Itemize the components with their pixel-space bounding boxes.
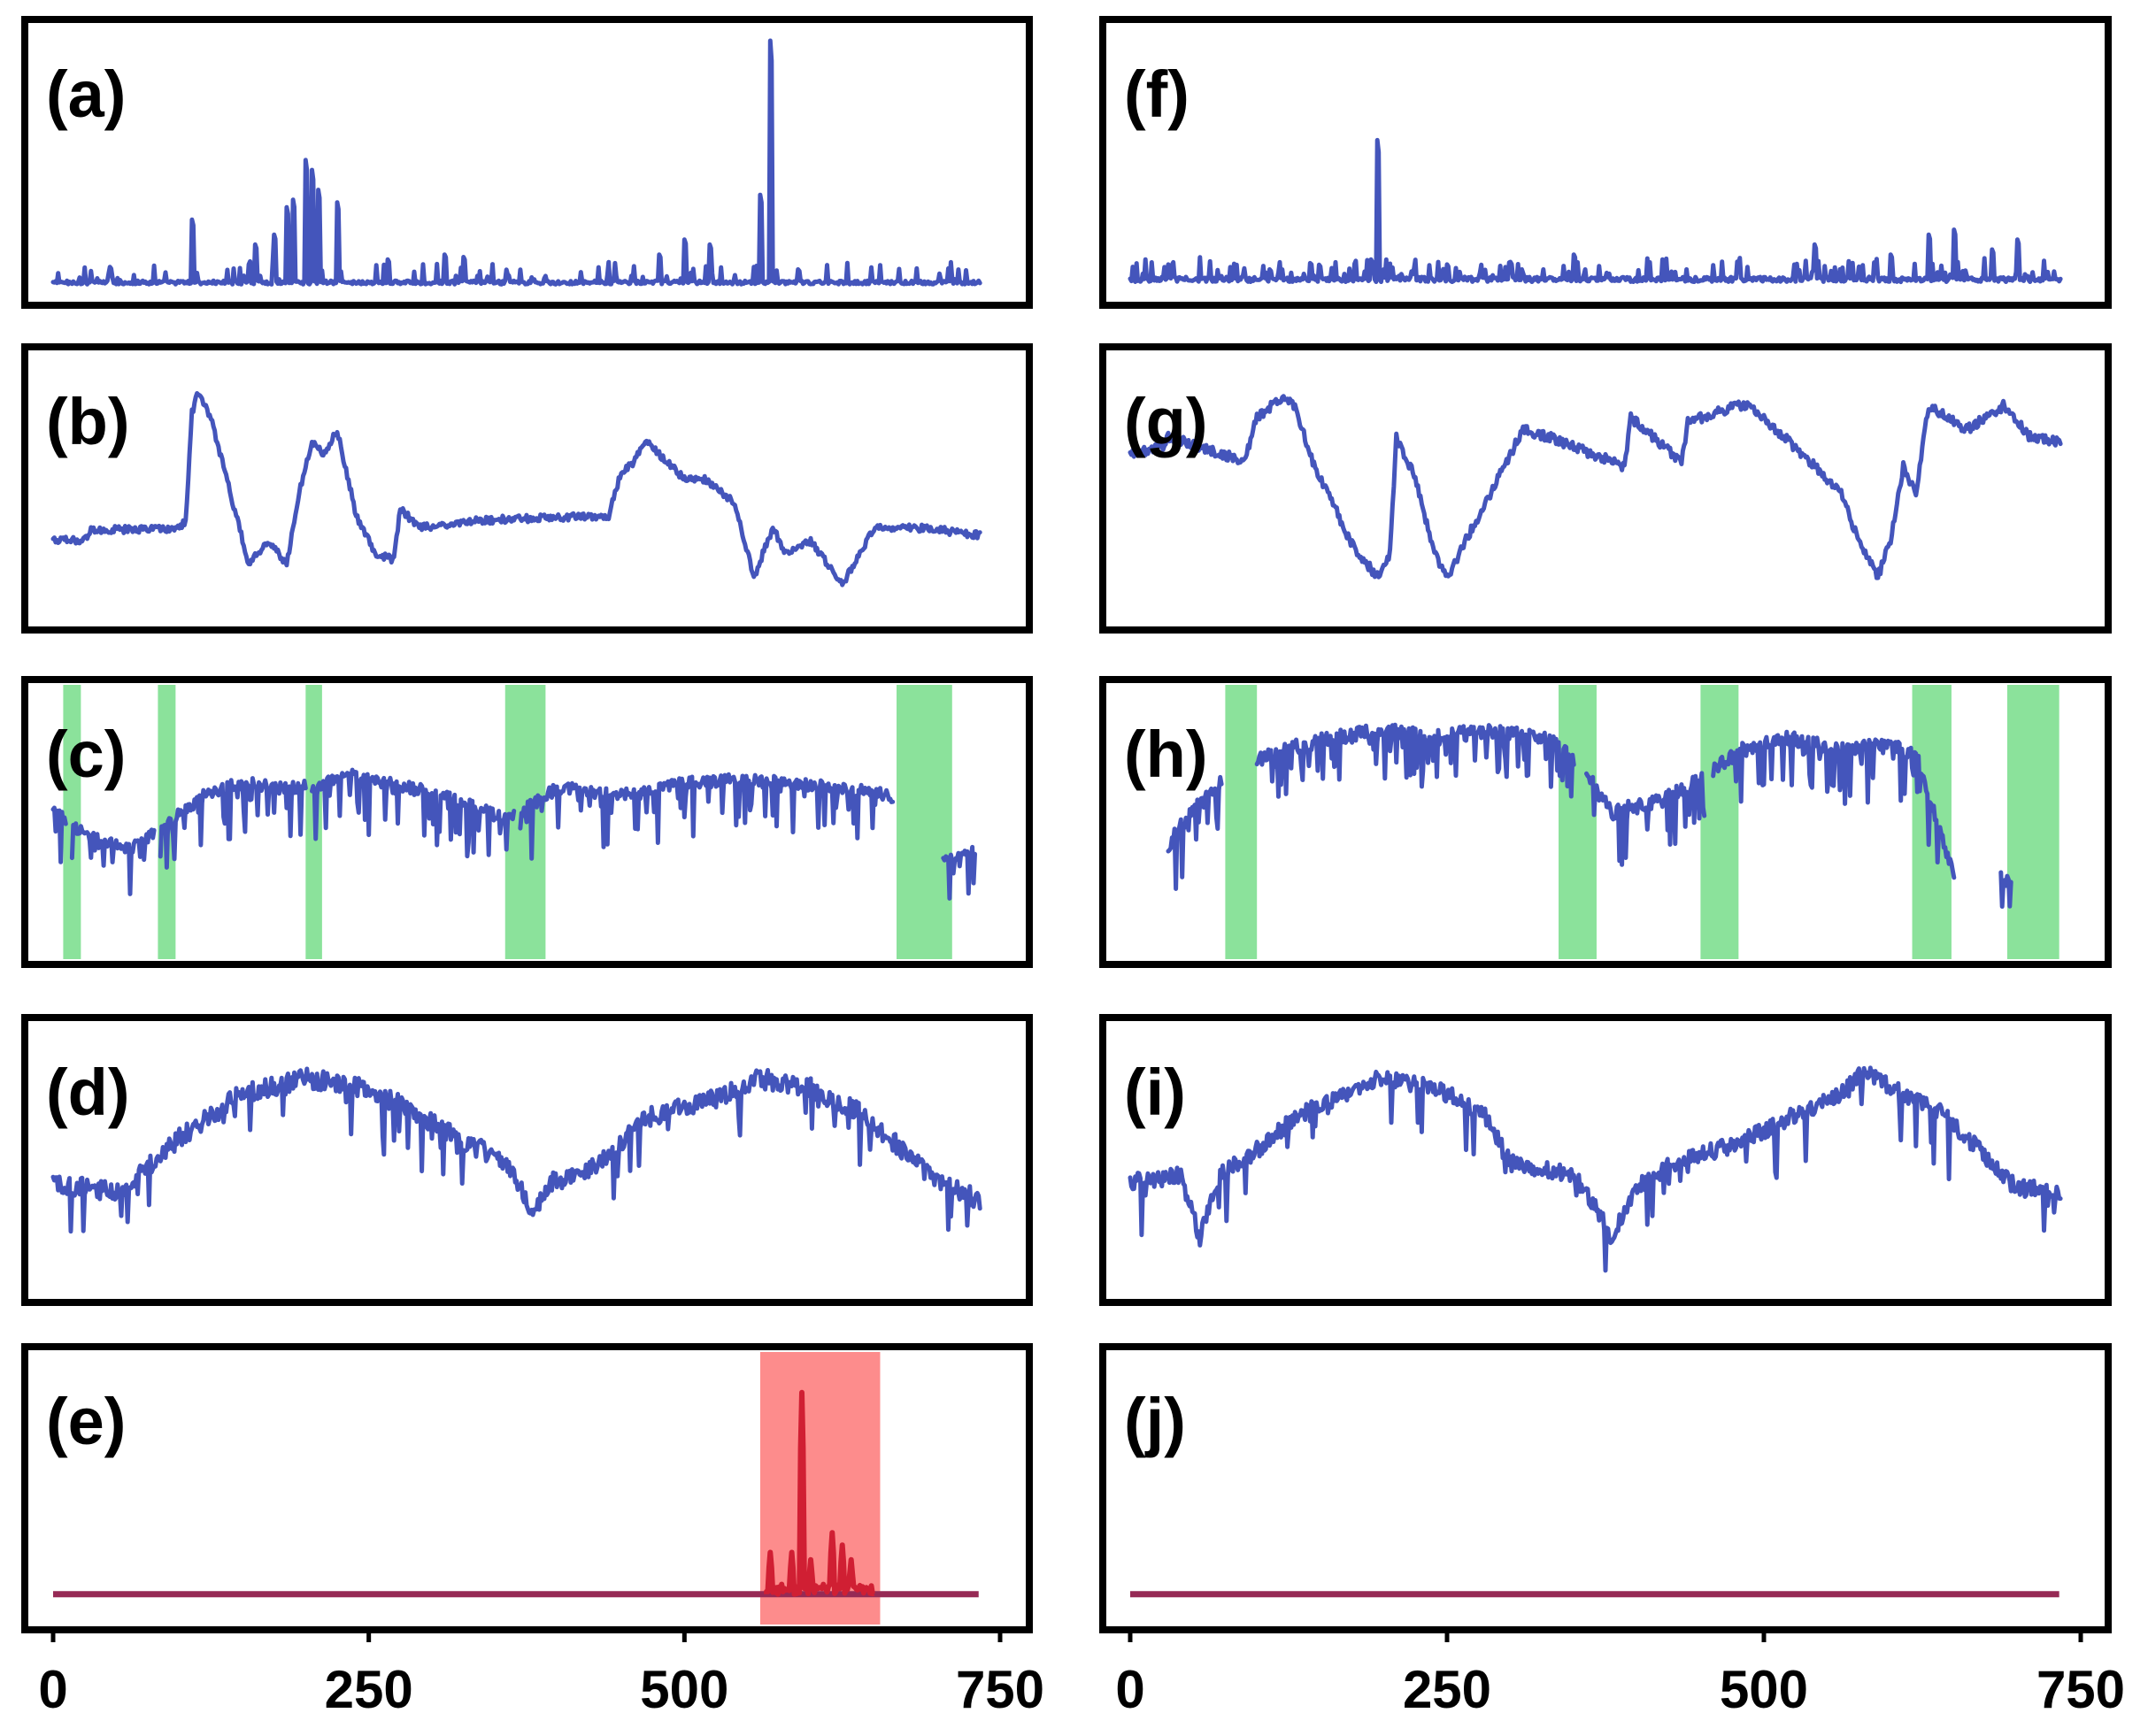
panel-frame [21, 1343, 1033, 1633]
missing-data-band [1912, 685, 1952, 959]
x-tick-label: 500 [640, 1660, 728, 1719]
x-axis-2: 0 250 500 750 [1115, 1630, 2125, 1719]
panel-e: (e) [21, 1343, 1033, 1633]
panel-f: (f) [1099, 16, 2112, 309]
panel-label: (a) [46, 58, 126, 131]
series-line [1128, 137, 2063, 285]
x-tick-label: 0 [1115, 1660, 1144, 1719]
anomaly-score-line [764, 1389, 875, 1597]
panel-d: (d) [21, 1014, 1033, 1306]
missing-data-band [1225, 685, 1258, 959]
series-line [1166, 722, 2013, 909]
x-tick-label: 500 [1720, 1660, 1808, 1719]
series-line [50, 767, 977, 901]
panel-frame [21, 16, 1033, 309]
missing-data-band [2006, 685, 2059, 959]
missing-data-band [897, 685, 952, 959]
panel-g: (g) [1099, 343, 2112, 634]
panel-frame [1099, 676, 2112, 968]
panel-label: (i) [1124, 1056, 1186, 1129]
x-tick-label: 750 [956, 1660, 1044, 1719]
panel-i: (i) [1099, 1014, 2112, 1306]
series-line [50, 38, 982, 287]
panel-frame [21, 1014, 1033, 1306]
missing-data-band [63, 685, 81, 959]
series-line [1128, 394, 2063, 580]
panel-h: (h) [1099, 676, 2112, 968]
panel-frame [1099, 1014, 2112, 1306]
panel-frame [21, 343, 1033, 634]
series-line [50, 1066, 982, 1234]
series-line [1128, 1065, 2063, 1273]
x-axis-1: 0 250 500 750 [38, 1630, 1044, 1719]
panel-frame [1099, 343, 2112, 634]
panel-a: (a) [21, 16, 1033, 309]
panel-label: (d) [46, 1056, 130, 1129]
anomaly-band [759, 1352, 881, 1625]
panel-label: (g) [1124, 385, 1208, 458]
panel-frame [1099, 1343, 2112, 1633]
panel-label: (e) [46, 1385, 126, 1458]
missing-data-band [1700, 685, 1739, 959]
panel-frame [21, 676, 1033, 968]
panel-c: (c) [21, 676, 1033, 968]
panel-label: (c) [46, 718, 126, 791]
panel-label: (j) [1124, 1385, 1186, 1458]
x-tick-label: 250 [325, 1660, 413, 1719]
panel-label: (f) [1124, 58, 1189, 131]
x-tick-label: 750 [2036, 1660, 2125, 1719]
x-tick-label: 0 [38, 1660, 67, 1719]
panel-frame [1099, 16, 2112, 309]
panel-label: (h) [1124, 718, 1208, 791]
missing-data-band [1559, 685, 1597, 959]
panel-label: (b) [46, 385, 130, 458]
series-line [50, 391, 982, 588]
panel-b: (b) [21, 343, 1033, 634]
panel-j: (j) [1099, 1343, 2112, 1633]
x-tick-label: 250 [1403, 1660, 1491, 1719]
